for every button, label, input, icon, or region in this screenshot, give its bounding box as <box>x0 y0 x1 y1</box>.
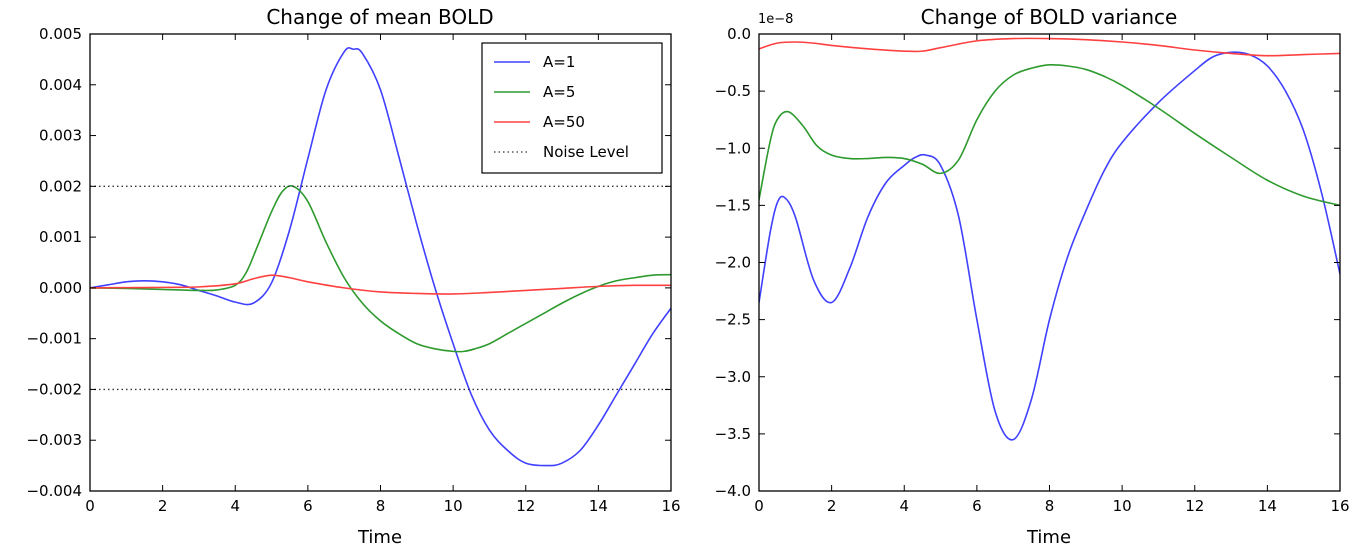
plot-area: 0 2 4 6 8 10 12 14 16 −4.0 −3.5 −3.0 −2.5 −2.0 −1.5 −1.… <box>715 25 1350 515</box>
y-tick-label: −2.0 <box>715 254 751 272</box>
y-tick-label: 0.004 <box>39 76 82 94</box>
x-tick-label: 0 <box>754 497 764 515</box>
x-tick-label: 14 <box>589 497 608 515</box>
y-tick-label: −0.003 <box>26 431 82 449</box>
x-tick-label: 10 <box>444 497 463 515</box>
series-line-a-5 <box>90 185 671 353</box>
x-tick-label: 0 <box>85 497 95 515</box>
x-tick-label: 16 <box>661 497 680 515</box>
y-tick-label: −2.5 <box>715 311 751 329</box>
series-group <box>90 47 671 467</box>
series-line-a-1 <box>90 47 671 467</box>
x-tick-label: 4 <box>230 497 240 515</box>
y-tick-label: −0.002 <box>26 380 82 398</box>
legend-label-a5: A=5 <box>543 83 575 101</box>
y-tick-label: 0.001 <box>39 228 82 246</box>
x-axis-label: Time <box>1026 527 1071 548</box>
x-tick-label: 12 <box>516 497 535 515</box>
variance-bold-chart: Change of BOLD variance Time 1e−8 0 2 4 6 8 1… <box>715 5 1350 548</box>
y-tick-label: 0.000 <box>39 279 82 297</box>
x-tick-label: 2 <box>827 497 837 515</box>
y-tick-label: 0.003 <box>39 127 82 145</box>
x-tick-label: 4 <box>899 497 909 515</box>
series-line-a-50 <box>759 37 1340 57</box>
plot-frame <box>758 33 1341 492</box>
plot-area: 0 2 4 6 8 10 12 14 16 −0.004 −0.003 −0.002 −0.001 0.0… <box>26 25 680 515</box>
y-tick-label: −1.0 <box>715 139 751 157</box>
y-tick-label: −0.5 <box>715 82 751 100</box>
y-tick-label: −0.001 <box>26 330 82 348</box>
chart-title: Change of BOLD variance <box>921 5 1178 29</box>
series-line-a-1 <box>759 51 1340 441</box>
y-tick-label: 0.002 <box>39 177 82 195</box>
series-line-a-5 <box>759 63 1340 207</box>
x-tick-label: 2 <box>158 497 168 515</box>
legend-box <box>481 42 663 174</box>
x-axis-label: Time <box>357 527 402 548</box>
legend-label-a1: A=1 <box>543 53 575 71</box>
x-tick-label: 12 <box>1185 497 1204 515</box>
x-tick-label: 6 <box>303 497 313 515</box>
y-tick-label: 0.0 <box>727 25 751 43</box>
x-tick-label: 10 <box>1113 497 1132 515</box>
y-tick-label: 0.005 <box>39 25 82 43</box>
chart-title: Change of mean BOLD <box>266 5 493 29</box>
series-group <box>759 37 1340 441</box>
axis-offset-label: 1e−8 <box>758 12 793 27</box>
legend-label-noise: Noise Level <box>543 143 629 161</box>
y-tick-label: −1.5 <box>715 196 751 214</box>
y-tick-label: −4.0 <box>715 482 751 500</box>
x-tick-label: 8 <box>1045 497 1055 515</box>
series-line-a-50 <box>90 274 671 295</box>
y-tick-label: −3.0 <box>715 368 751 386</box>
legend-label-a50: A=50 <box>543 113 585 131</box>
x-tick-label: 16 <box>1330 497 1349 515</box>
x-tick-label: 6 <box>972 497 982 515</box>
y-tick-label: −0.004 <box>26 482 82 500</box>
legend: A=1 A=5 A=50 Noise Level <box>481 42 663 174</box>
x-tick-label: 14 <box>1258 497 1277 515</box>
x-tick-label: 8 <box>376 497 386 515</box>
mean-bold-chart: Change of mean BOLD Time 0 2 4 6 8 10 12 14 16 −0… <box>26 5 680 548</box>
y-tick-label: −3.5 <box>715 425 751 443</box>
